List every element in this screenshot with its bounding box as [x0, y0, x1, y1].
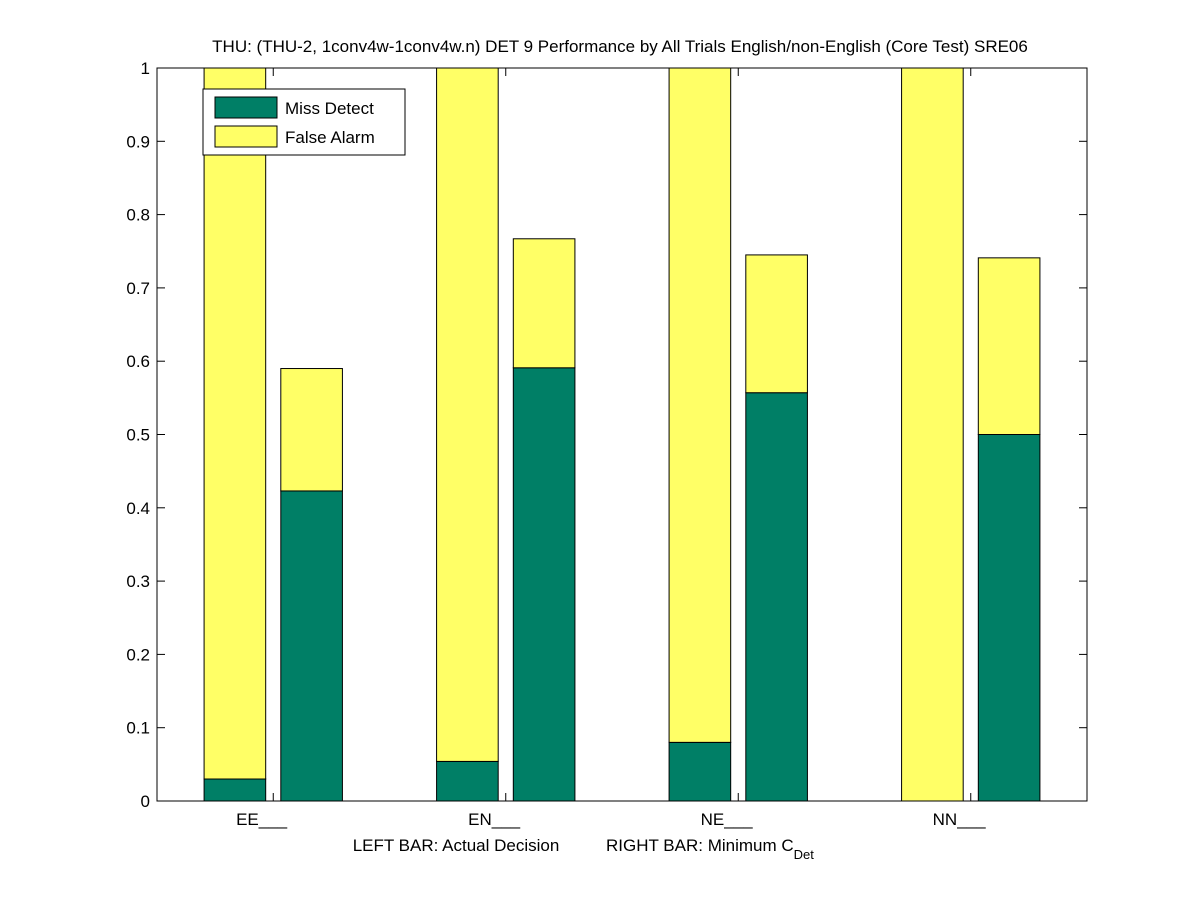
xlabel-right: RIGHT BAR: Minimum CDet	[606, 836, 814, 862]
bar-en-actual-false-alarm	[436, 67, 499, 762]
y-tick-label: 0.9	[126, 132, 150, 151]
bar-en-minimum-false-alarm	[512, 238, 576, 369]
ticks-layer: EE___ EN___ NE___ NN___ 0 0.1 0.2 0.3 0.4 0.5 0.6 0…	[126, 59, 1087, 829]
bar-ee-minimum-miss-detect	[280, 490, 343, 802]
bar-ne-actual-miss-detect	[668, 741, 732, 802]
chart-title: THU: (THU-2, 1conv4w-1conv4w.n) DET 9 Pe…	[212, 37, 1028, 56]
x-tick-label: EE___	[236, 810, 288, 829]
bar-en-minimum-miss-detect	[512, 367, 576, 802]
legend-swatch-miss-detect	[214, 96, 278, 119]
y-tick-label: 0.6	[126, 352, 150, 371]
y-tick-label: 0.1	[126, 719, 150, 738]
legend-label-miss-detect: Miss Detect	[285, 99, 374, 118]
y-tick-label: 0.7	[126, 279, 150, 298]
legend-label-false-alarm: False Alarm	[285, 128, 375, 147]
bar-en-actual-miss-detect	[436, 760, 499, 802]
axes-box	[156, 67, 1088, 802]
x-tick-label: NN___	[933, 810, 986, 829]
x-tick-label: EN___	[468, 810, 521, 829]
legend-swatch-false-alarm	[214, 125, 278, 148]
xlabel-right-main: RIGHT BAR: Minimum C	[606, 836, 794, 855]
y-tick-label: 0.2	[126, 645, 150, 664]
bar-ee-actual-false-alarm	[203, 67, 267, 780]
bar-ee-minimum-false-alarm	[280, 368, 343, 492]
bar-ne-minimum-false-alarm	[745, 254, 808, 394]
bar-nn-actual-false-alarm	[901, 67, 964, 802]
legend: Miss Detect False Alarm	[202, 88, 406, 156]
x-tick-label: NE___	[701, 810, 754, 829]
bar-ne-minimum-miss-detect	[745, 392, 808, 802]
y-tick-label: 0	[141, 792, 150, 811]
y-tick-label: 0.3	[126, 572, 150, 591]
y-tick-label: 1	[141, 59, 150, 78]
y-tick-label: 0.4	[126, 499, 150, 518]
bar-nn-minimum-false-alarm	[977, 257, 1041, 435]
y-tick-label: 0.5	[126, 426, 150, 445]
bars-layer	[203, 67, 1041, 802]
xlabel-right-subscript: Det	[794, 847, 815, 862]
bar-ee-actual-miss-detect	[203, 778, 267, 802]
y-tick-label: 0.8	[126, 206, 150, 225]
xlabel-left: LEFT BAR: Actual Decision	[353, 836, 560, 855]
bar-nn-minimum-miss-detect	[977, 434, 1041, 802]
bar-ne-actual-false-alarm	[668, 67, 732, 743]
